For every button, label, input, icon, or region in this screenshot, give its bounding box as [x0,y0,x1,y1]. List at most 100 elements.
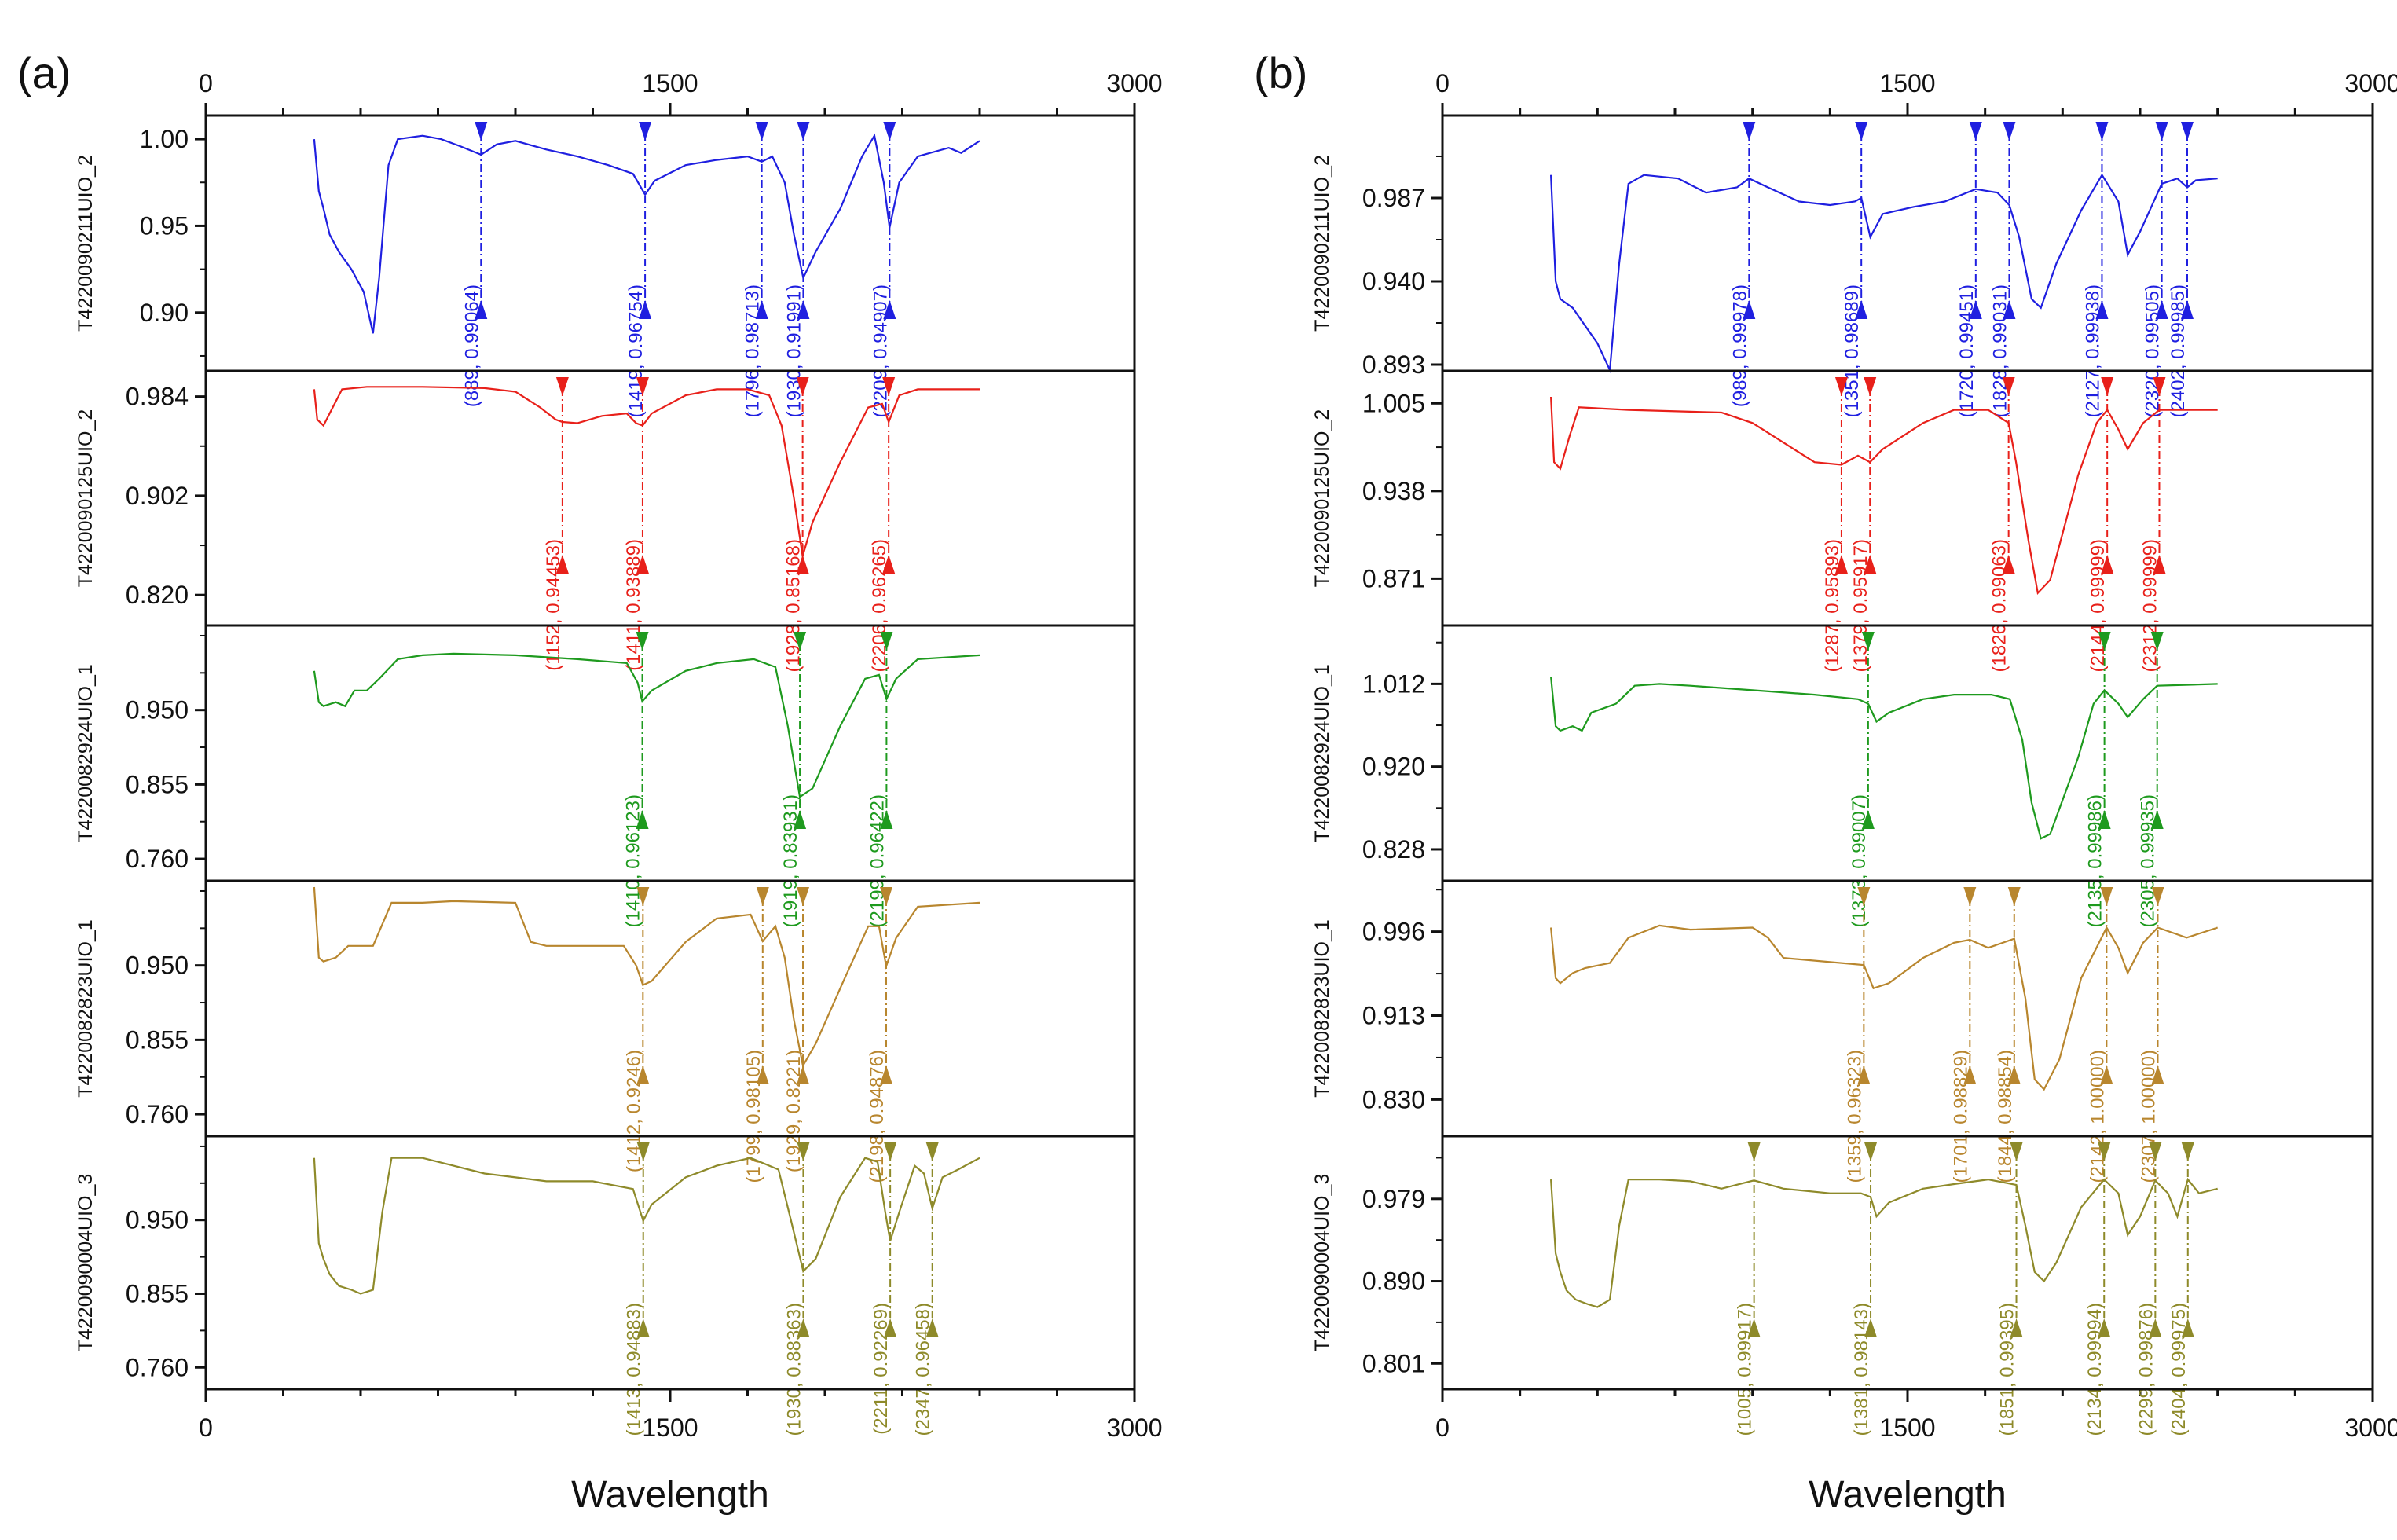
y-tick-label: 0.828 [1362,835,1425,864]
peak-down-marker [639,122,652,141]
peak-down-marker [796,377,809,396]
spectrum-line [313,652,980,799]
peak-label: (2206, 0.96265) [869,539,890,672]
y-tick-label: 0.760 [126,1100,189,1128]
y-tick-label: 0.855 [126,770,189,798]
subplot-T4220082823UIO_1: 0.830 0.913 0.996 T4220082823UIO_1 (1359, 0.… [1311,879,2374,1182]
peak-up-marker [880,1065,893,1084]
y-tick-label: 0.984 [126,383,189,411]
spectrum-line [313,886,980,1069]
peak-down-marker [1861,632,1875,651]
spectrum-line [1550,676,2218,840]
peak-down-marker [2007,887,2021,906]
peak-up-marker [797,1065,810,1084]
y-tick-label: 0.855 [126,1279,189,1307]
peak-label: (2402, 0.99985) [2168,284,2189,417]
top-x-tick-label: 1500 [642,69,698,97]
peak-label: (1930, 0.91991) [783,284,804,417]
peak-label: (2199, 0.96422) [867,794,888,927]
series-axis-label: T4220082924UIO_1 [75,664,97,842]
bottom-x-tick-label: 1500 [1879,1414,1935,1442]
peak-up-marker [2003,300,2016,319]
x-axis-title: Wavelength [1809,1474,2007,1516]
series-axis-label: T4220090125UIO_2 [1311,409,1333,588]
peak-up-marker [2098,1318,2111,1337]
y-tick-label: 0.996 [1362,918,1425,946]
peak-label: (1351, 0.98689) [1842,284,1863,417]
peak-down-marker [2150,632,2164,651]
spectrum-line [1550,1177,2218,1308]
peak-up-marker [555,555,569,574]
peak-down-marker [755,122,768,141]
subplot-frame [204,369,1136,627]
subplot-frame [204,114,1136,372]
peak-label: (1928, 0.85168) [783,539,804,672]
y-tick-label: 0.913 [1362,1002,1425,1030]
y-tick-label: 0.830 [1362,1085,1425,1113]
peak-down-marker [1855,122,1868,141]
peak-label: (2312, 0.99999) [2139,539,2161,672]
y-tick-label: 0.801 [1362,1349,1425,1377]
peak-label: (989, 0.99978) [1729,284,1750,407]
peak-down-marker [2153,377,2166,396]
peak-label: (1930, 0.88363) [783,1303,804,1436]
y-tick-label: 1.012 [1362,669,1425,698]
peak-up-marker [883,300,896,319]
peak-up-marker [1861,810,1875,829]
y-tick-label: 1.005 [1362,389,1425,417]
subplot-frame [1441,624,2374,882]
peak-up-marker [1864,555,1877,574]
y-tick-label: 0.760 [126,845,189,873]
peak-up-marker [2095,300,2109,319]
subplot-frame [1441,369,2374,627]
peak-label: (2134, 0.99994) [2084,1303,2106,1436]
peak-down-marker [1969,122,1982,141]
bottom-x-tick-label: 3000 [1106,1414,1162,1442]
peak-label: (2135, 0.99986) [2085,794,2106,927]
peak-label: (1287, 0.95893) [1822,539,1843,672]
x-axis-title: Wavelength [571,1474,769,1516]
peak-down-marker [636,377,649,396]
spectrum-line [1550,173,2218,373]
peak-up-marker [2098,810,2111,829]
peak-down-marker [883,122,896,141]
peak-up-marker [636,555,649,574]
panel-label: (a) [17,48,71,97]
top-x-tick-label: 0 [1435,69,1450,97]
peak-up-marker [880,810,893,829]
peak-down-marker [2010,1142,2023,1161]
peak-label: (2299, 0.99876) [2135,1303,2157,1436]
subplot-frame [1441,1135,2374,1391]
peak-up-marker [1855,300,1868,319]
subplot-frame [1441,879,2374,1138]
peak-up-marker [636,1318,650,1337]
peak-up-marker [2149,1318,2162,1337]
peak-label: (2209, 0.94907) [870,284,891,417]
peak-down-marker [2098,1142,2111,1161]
series-axis-label: T4220090004UIO_3 [1311,1174,1333,1352]
peak-down-marker [880,887,893,906]
peak-down-marker [925,1142,939,1161]
subplot-T4220090004UIO_3: 0.801 0.890 0.979 T4220090004UIO_3 (1005, 0.… [1311,1135,2374,1436]
peak-down-marker [794,632,807,651]
peak-label: (2404, 0.99975) [2168,1303,2190,1436]
peak-down-marker [2100,887,2113,906]
peak-label: (1381, 0.98143) [1851,1303,1872,1436]
peak-up-marker [756,1065,769,1084]
peak-up-marker [925,1318,939,1337]
peak-down-marker [555,377,569,396]
peak-up-marker [882,555,896,574]
y-tick-label: 0.90 [140,299,189,327]
peak-up-marker [2002,555,2015,574]
peak-up-marker [2100,1065,2113,1084]
peak-down-marker [882,377,896,396]
peak-up-marker [797,1318,810,1337]
peak-down-marker [1864,377,1877,396]
subplot-T4220090004UIO_3: 0.760 0.855 0.950 T4220090004UIO_3 (1413, 0.… [75,1135,1136,1436]
y-tick-label: 0.950 [126,1206,189,1234]
y-tick-label: 1.00 [140,125,189,153]
peak-label: (1373, 0.99007) [1849,794,1870,927]
y-tick-label: 0.950 [126,952,189,980]
subplot-T4220082924UIO_1: 0.828 0.920 1.012 T4220082924UIO_1 (1373, 0.… [1311,624,2374,927]
